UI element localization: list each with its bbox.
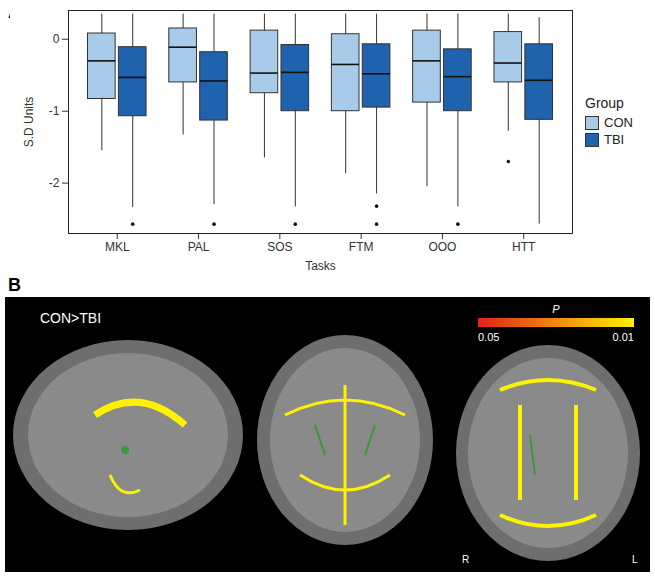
svg-text:HTT: HTT (512, 240, 536, 254)
html-text:Group: Group (585, 95, 624, 111)
svg-text:FTM: FTM (349, 240, 374, 254)
svg-text:MKL: MKL (105, 240, 130, 254)
svg-text:OOO: OOO (428, 240, 456, 254)
svg-text:0: 0 (53, 32, 60, 46)
svg-text:Tasks: Tasks (305, 259, 336, 273)
svg-text:-2: -2 (49, 176, 60, 190)
svg-text:L: L (632, 554, 638, 565)
svg-text:PAL: PAL (188, 240, 210, 254)
svg-text:0.05: 0.05 (478, 331, 499, 343)
html-text:CON: CON (604, 115, 633, 130)
svg-text:P: P (552, 303, 560, 315)
svg-text:S.D Units: S.D Units (22, 97, 36, 148)
svg-text:0.01: 0.01 (613, 331, 634, 343)
svg-text:CON>TBI: CON>TBI (40, 310, 101, 326)
html-text:TBI: TBI (604, 132, 625, 147)
svg-text:SOS: SOS (267, 240, 292, 254)
html-text:A: A (8, 2, 21, 22)
svg-text:R: R (462, 554, 469, 565)
svg-text:-1: -1 (49, 104, 60, 118)
svg-text:B: B (8, 275, 21, 295)
